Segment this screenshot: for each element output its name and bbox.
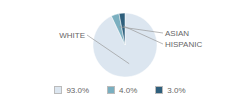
html-text:4.0%: 4.0% <box>119 85 138 95</box>
svg-text:HISPANIC: HISPANIC <box>165 40 202 49</box>
svg-text:ASIAN: ASIAN <box>165 29 189 38</box>
svg-text:WHITE: WHITE <box>59 31 85 40</box>
html-text:3.0%: 3.0% <box>167 85 186 95</box>
html-text:93.0%: 93.0% <box>66 85 90 95</box>
